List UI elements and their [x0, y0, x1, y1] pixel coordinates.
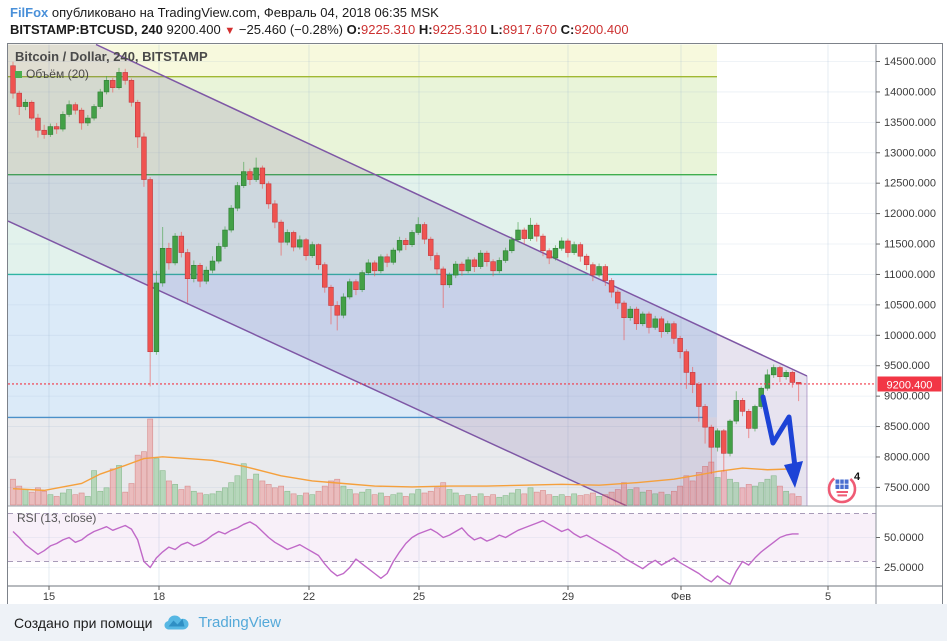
- svg-text:7500.000: 7500.000: [884, 482, 930, 494]
- rsi-indicator-label: RSI (13, close): [17, 511, 97, 525]
- stamp-count: 4: [854, 471, 861, 483]
- low-label: L:: [490, 22, 503, 37]
- svg-text:15: 15: [43, 591, 55, 603]
- pane-dividers: [8, 44, 942, 605]
- current-price-badge: 9200.400: [877, 376, 942, 392]
- high-label: H:: [418, 22, 433, 37]
- price-axis: 14500.000 14000.000 13500.000 13000.000 1250…: [876, 56, 936, 574]
- svg-text:25.0000: 25.0000: [884, 562, 924, 574]
- rsi-pane: [8, 512, 876, 585]
- svg-text:8500.000: 8500.000: [884, 421, 930, 433]
- down-arrow-drawing: [760, 394, 803, 488]
- svg-text:22: 22: [303, 591, 315, 603]
- volume-legend-swatch: [15, 70, 22, 78]
- candles: [10, 61, 802, 475]
- chart-canvas: 14500.000 14000.000 13500.000 13000.000 1250…: [7, 43, 942, 605]
- close-value: 9200.400: [574, 22, 629, 37]
- down-arrow-icon: ▼: [224, 25, 236, 37]
- volume-legend-label: Объём (20): [26, 67, 89, 81]
- tradingview-logo-icon: [164, 615, 189, 629]
- svg-text:13000.000: 13000.000: [884, 147, 936, 159]
- svg-text:14000.000: 14000.000: [884, 86, 936, 98]
- svg-text:9500.000: 9500.000: [884, 360, 930, 372]
- volume-ma-line: [12, 456, 793, 492]
- low-value: 8917.670: [502, 22, 557, 37]
- svg-text:12500.000: 12500.000: [884, 178, 936, 190]
- svg-text:29: 29: [562, 591, 574, 603]
- svg-text:12000.000: 12000.000: [884, 208, 936, 220]
- open-value: 9225.310: [361, 22, 416, 37]
- svg-text:11500.000: 11500.000: [884, 239, 935, 251]
- open-label: O:: [346, 22, 362, 37]
- close-label: C:: [560, 22, 575, 37]
- svg-text:14500.000: 14500.000: [884, 56, 936, 68]
- volume-legend: Объём (20): [15, 67, 89, 81]
- header: FilFox опубликовано на TradingView.com, …: [10, 4, 940, 40]
- svg-text:5: 5: [825, 591, 831, 603]
- footer: Создано при помощи TradingView: [0, 604, 947, 641]
- price-zones: [8, 44, 717, 506]
- tradingview-link[interactable]: TradingView: [198, 614, 281, 631]
- time-axis: 15 18 22 25 29 Фев 5: [43, 586, 831, 603]
- current-price-badge-text: 9200.400: [887, 379, 933, 391]
- chart-frame: Bitcoin / Dollar, 240, BITSTAMP Объём (2…: [7, 43, 943, 606]
- symbol-name: BITSTAMP:BTCUSD, 240: [10, 22, 163, 37]
- svg-text:8000.000: 8000.000: [884, 451, 930, 463]
- volume-bars: [10, 418, 802, 506]
- footer-text: Создано при помощи: [14, 614, 153, 631]
- svg-text:10000.000: 10000.000: [884, 330, 936, 342]
- svg-text:11000.000: 11000.000: [884, 269, 935, 281]
- chart-legend-title: Bitcoin / Dollar, 240, BITSTAMP: [15, 49, 208, 64]
- trend-channel: [7, 43, 808, 507]
- last-price: 9200.400: [166, 22, 221, 37]
- svg-text:9000.000: 9000.000: [884, 391, 930, 403]
- svg-text:50.0000: 50.0000: [884, 532, 924, 544]
- byline: FilFox опубликовано на TradingView.com, …: [10, 4, 940, 21]
- author-link[interactable]: FilFox: [10, 5, 49, 20]
- price-change: −25.460 (−0.28%): [238, 22, 343, 37]
- svg-text:Фев: Фев: [671, 591, 691, 603]
- svg-text:13500.000: 13500.000: [884, 117, 936, 129]
- high-value: 9225.310: [432, 22, 487, 37]
- symbol-ohlc-row: BITSTAMP:BTCUSD, 240 9200.400 ▼ −25.460 …: [10, 21, 940, 40]
- svg-text:10500.000: 10500.000: [884, 299, 936, 311]
- publisher-stamp-icon[interactable]: 4: [824, 471, 861, 508]
- svg-text:25: 25: [413, 591, 425, 603]
- svg-text:18: 18: [153, 591, 165, 603]
- byline-text: опубликовано на TradingView.com, Февраль…: [51, 5, 439, 20]
- rsi-line: [12, 520, 799, 585]
